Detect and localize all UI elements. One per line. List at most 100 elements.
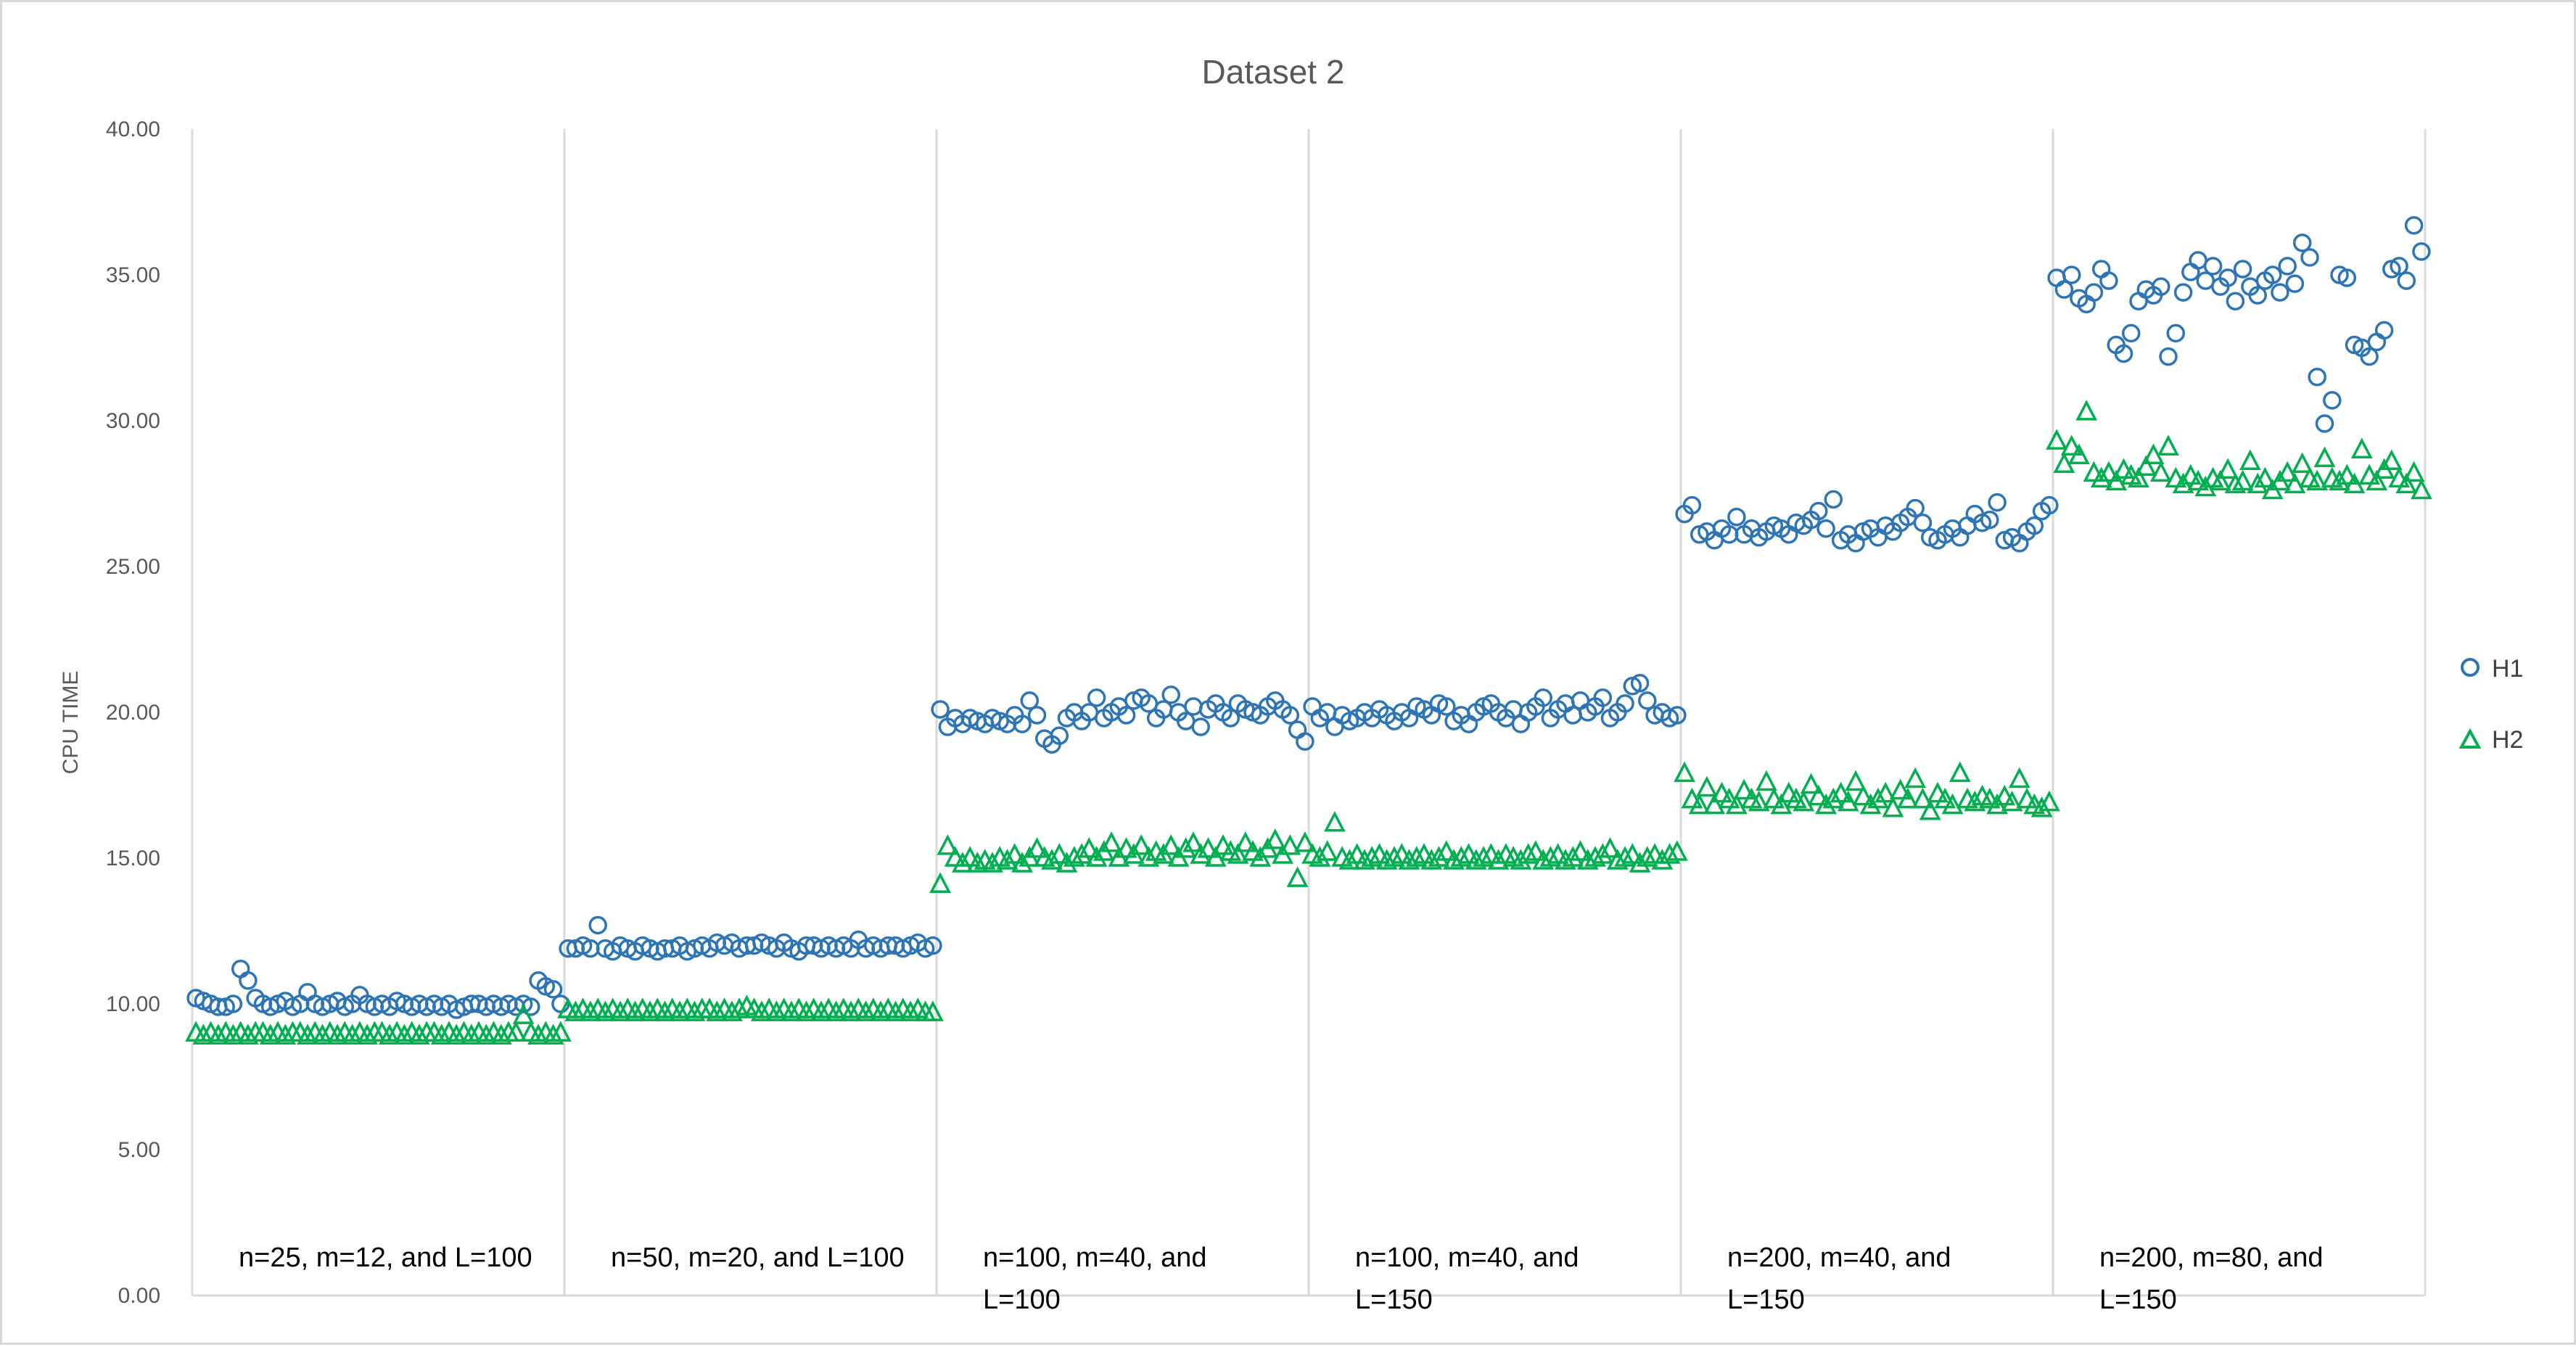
h2-point xyxy=(1063,846,1085,867)
h2-point xyxy=(1375,849,1398,870)
h2-point xyxy=(2112,458,2135,479)
h1-point xyxy=(1116,706,1136,725)
h2-point xyxy=(1361,846,1383,867)
h2-point xyxy=(1674,761,1695,783)
h2-point xyxy=(542,1023,564,1045)
h2-point xyxy=(937,834,959,855)
y-tick-label: 40.00 xyxy=(106,118,160,141)
h1-point xyxy=(223,994,243,1013)
h2-point xyxy=(1473,846,1494,867)
h2-point xyxy=(1346,843,1368,864)
h2-point xyxy=(1100,831,1122,852)
h2-point xyxy=(1688,793,1711,815)
h2-point xyxy=(2247,472,2269,494)
h2-point xyxy=(609,1000,631,1021)
group-label: L=150 xyxy=(2099,1285,2177,1315)
h1-point xyxy=(1437,697,1456,716)
h2-point xyxy=(594,1000,617,1021)
h1-point xyxy=(2226,292,2245,310)
h1-point xyxy=(2099,271,2118,290)
h1-point xyxy=(239,971,258,990)
h2-point xyxy=(1413,843,1435,864)
h2-point xyxy=(1651,849,1674,870)
h1-point xyxy=(1824,490,1843,509)
group-separators xyxy=(191,129,2427,1295)
h2-point xyxy=(2165,466,2187,488)
h2-point xyxy=(2291,452,2313,474)
h1-point xyxy=(1958,516,1977,535)
h1-point xyxy=(1013,714,1032,733)
h2-point xyxy=(2179,464,2202,485)
h2-point xyxy=(2046,429,2067,450)
h2-point xyxy=(1294,831,1316,852)
h2-point xyxy=(1286,866,1309,887)
h2-point xyxy=(341,1023,363,1045)
h2-point xyxy=(996,849,1019,870)
h1-point xyxy=(923,936,942,955)
h2-point xyxy=(639,1000,661,1021)
h1-point xyxy=(1325,717,1344,736)
h2-point xyxy=(1003,843,1026,864)
h2-point xyxy=(1614,846,1636,867)
h2-point xyxy=(259,1023,281,1045)
h1-point xyxy=(1571,691,1590,710)
h1-point xyxy=(2374,321,2394,340)
h2-point xyxy=(1011,852,1033,873)
h1-point xyxy=(1020,691,1040,710)
group-label: L=100 xyxy=(983,1285,1061,1315)
h1-point xyxy=(2263,265,2282,284)
h2-point xyxy=(2388,466,2410,488)
h2-point xyxy=(1048,843,1071,864)
h1-point xyxy=(2025,516,2044,535)
h1-point xyxy=(2397,271,2416,290)
h2-point xyxy=(1837,790,1859,812)
h2-point xyxy=(1636,846,1658,867)
h2-point xyxy=(2008,767,2030,788)
h2-point xyxy=(2343,472,2366,494)
h2-point xyxy=(2329,469,2350,491)
h1-point xyxy=(231,960,250,979)
h2-point xyxy=(1026,837,1048,858)
h1-point xyxy=(1809,501,1828,521)
h1-point xyxy=(543,980,563,999)
h2-point xyxy=(1130,834,1153,855)
h1-point xyxy=(1280,706,1300,725)
h2-point xyxy=(1703,793,1726,815)
h1-point xyxy=(1638,691,1657,710)
h1-point xyxy=(1727,507,1746,527)
h1-point xyxy=(2308,367,2326,387)
h2-point xyxy=(1212,834,1234,855)
h2-point xyxy=(2068,443,2090,464)
group-labels: n=25, m=12, and L=100 n=50, m=20, and L=1… xyxy=(239,1243,2323,1315)
h2-point xyxy=(1041,849,1063,870)
h2-point xyxy=(1875,781,1897,803)
h1-point xyxy=(2367,332,2387,352)
h2-point xyxy=(1510,849,1532,870)
h2-point xyxy=(1815,793,1837,815)
h2-point xyxy=(1733,778,1756,800)
h2-point xyxy=(1324,811,1346,832)
h2-point xyxy=(311,1023,334,1045)
h2-point xyxy=(2239,449,2261,471)
h2-point xyxy=(2358,464,2380,485)
h2-point xyxy=(1227,843,1249,864)
h2-point xyxy=(2098,461,2120,482)
chart-title: Dataset 2 xyxy=(1202,53,1345,91)
h2-point xyxy=(2001,790,2023,812)
h2-point xyxy=(1696,775,1718,797)
h1-point xyxy=(2114,344,2133,363)
h1-point xyxy=(1630,674,1650,693)
y-tick-label: 20.00 xyxy=(106,701,160,725)
h2-point xyxy=(2217,458,2239,479)
h2-point xyxy=(1539,846,1562,867)
h1-point xyxy=(2218,268,2237,287)
h1-point xyxy=(2300,248,2319,267)
h2-point xyxy=(2395,472,2418,494)
y-axis-label: CPU TIME xyxy=(59,671,83,775)
h2-point xyxy=(1391,843,1413,864)
h2-point xyxy=(840,1000,862,1021)
h1-point xyxy=(2040,495,2059,515)
h1-point xyxy=(1161,685,1180,704)
h2-point xyxy=(430,1023,453,1045)
h2-point xyxy=(1748,790,1770,812)
